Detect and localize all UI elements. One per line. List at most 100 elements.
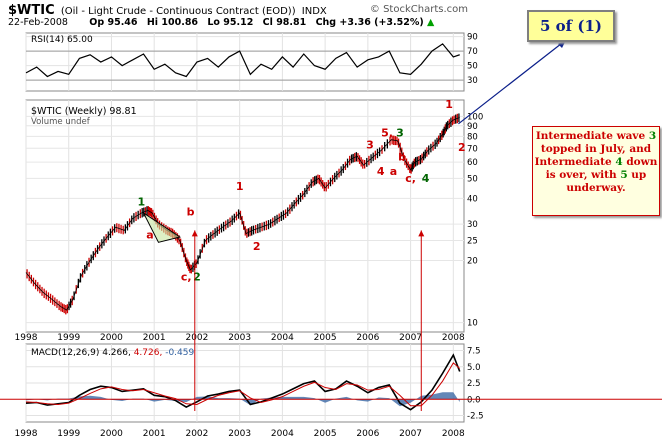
macd-legend: MACD(12,26,9) 4.266, 4.726, -0.459 [31, 348, 194, 358]
symbol-title: $WTIC [8, 3, 55, 18]
note-wave-number: 3 [648, 130, 657, 142]
price-tick-label: 100 [467, 112, 483, 122]
wave-label: 2 [458, 141, 466, 154]
year-tick-label: 2008 [442, 429, 465, 439]
wave-label: 4 [422, 172, 430, 185]
macd-legend-histogram: -0.459 [165, 348, 194, 358]
note-text: Intermediate wave [535, 130, 649, 142]
wave-label: a [146, 229, 153, 242]
macd-tick-label: 2.5 [467, 379, 481, 389]
high-label: Hi [146, 17, 159, 28]
wave-label: c, [405, 172, 416, 185]
year-tick-label: 2003 [228, 333, 251, 343]
quote-line: 22-Feb-2008 Op 95.46 Hi 100.86 Lo 95.12 … [8, 17, 470, 29]
note-line-3: Intermediate 4 down [533, 156, 659, 169]
macd-tick-label: -2.5 [467, 412, 484, 422]
wave-label: 1 [445, 98, 453, 111]
chart-header: $WTIC (Oil - Light Crude - Continuous Co… [8, 3, 468, 18]
wave-label: b [187, 206, 195, 219]
rsi-legend: RSI(14) 65.00 [31, 35, 93, 45]
macd-legend-signal: 4.726, [134, 348, 166, 358]
wave-label: b [398, 151, 406, 164]
year-tick-label: 2008 [442, 333, 465, 343]
wave-callout-value: (1) [577, 17, 602, 35]
note-text: Intermediate [534, 156, 616, 168]
note-line-1: Intermediate wave 3 [533, 130, 659, 143]
year-tick-label: 2002 [185, 429, 208, 439]
rsi-tick-label: 50 [467, 62, 478, 72]
note-text: down [622, 156, 658, 168]
price-tick-label: 70 [467, 144, 478, 154]
note-line-5: underway. [566, 182, 626, 194]
high-value: 100.86 [161, 17, 199, 28]
guide-arrowhead [418, 230, 425, 237]
price-tick-label: 50 [467, 174, 478, 184]
year-tick-label: 2004 [271, 429, 294, 439]
year-tick-label: 2005 [314, 429, 337, 439]
year-tick-label: 1999 [57, 333, 80, 343]
low-label: Lo [207, 17, 220, 28]
change-value: +3.36 (+3.52%) [339, 17, 424, 28]
wave-label: c, [181, 270, 192, 283]
up-arrow-icon: ▲ [427, 17, 435, 28]
wave-callout: 5 of (1) [527, 10, 615, 42]
price-panel [25, 99, 465, 333]
note-text: is over, with [545, 169, 621, 181]
note-wave-number: 4 [615, 156, 623, 168]
price-tick-label: 30 [467, 220, 478, 230]
wave-label: 5, [381, 126, 393, 139]
year-tick-label: 2003 [228, 429, 251, 439]
wave-label: 2 [253, 240, 261, 253]
year-tick-label: 2007 [399, 429, 422, 439]
exchange-label: INDX [301, 6, 327, 17]
wave-label: 1 [138, 195, 146, 208]
callout-arrow [458, 39, 567, 125]
callout-arrowhead [558, 40, 566, 48]
price-tick-label: 90 [467, 122, 478, 132]
year-tick-label: 2007 [399, 333, 422, 343]
note-wave-number: 5 [620, 169, 628, 181]
year-tick-label: 2006 [356, 429, 379, 439]
year-tick-label: 2006 [356, 333, 379, 343]
year-tick-label: 2001 [143, 429, 166, 439]
commentary-note: Intermediate wave 3 topped in July, and … [532, 126, 660, 216]
year-tick-label: 2005 [314, 333, 337, 343]
rsi-tick-label: 90 [467, 33, 478, 43]
close-value: 98.81 [276, 17, 307, 28]
triangle-pattern [142, 211, 182, 243]
wave-label: 3 [366, 138, 374, 151]
low-value: 95.12 [223, 17, 254, 28]
wave-callout-prefix: 5 of [540, 17, 578, 35]
credit-label: © StockCharts.com [369, 4, 468, 15]
price-tick-label: 20 [467, 256, 478, 266]
year-tick-label: 2000 [100, 333, 123, 343]
macd-tick-label: 7.5 [467, 347, 481, 357]
year-tick-label: 2000 [100, 429, 123, 439]
rsi-tick-label: 70 [467, 47, 478, 57]
change-label: Chg [315, 17, 337, 28]
price-tick-label: 25 [467, 236, 478, 246]
year-tick-label: 2004 [271, 333, 294, 343]
volume-legend: Volume undef [31, 117, 91, 127]
price-tick-label: 40 [467, 194, 478, 204]
note-line-2: topped in July, and [540, 143, 652, 155]
year-tick-label: 1999 [57, 429, 80, 439]
macd-tick-label: 0.0 [467, 395, 481, 405]
year-tick-label: 2002 [185, 333, 208, 343]
symbol-description: (Oil - Light Crude - Continuous Contract… [60, 6, 296, 17]
price-tick-label: 60 [467, 158, 478, 168]
close-label: Cl [262, 17, 273, 28]
note-text: up [627, 169, 647, 181]
wave-label: 4 [377, 165, 385, 178]
year-tick-label: 2001 [143, 333, 166, 343]
wave-label: a [390, 165, 397, 178]
guide-arrowhead [191, 230, 198, 237]
price-line [25, 117, 460, 311]
wave-label: 3 [396, 126, 404, 139]
price-legend: $WTIC (Weekly) 98.81 [31, 106, 137, 117]
rsi-line [25, 43, 460, 78]
price-tick-label: 80 [467, 132, 478, 142]
wave-label: 1 [236, 180, 244, 193]
